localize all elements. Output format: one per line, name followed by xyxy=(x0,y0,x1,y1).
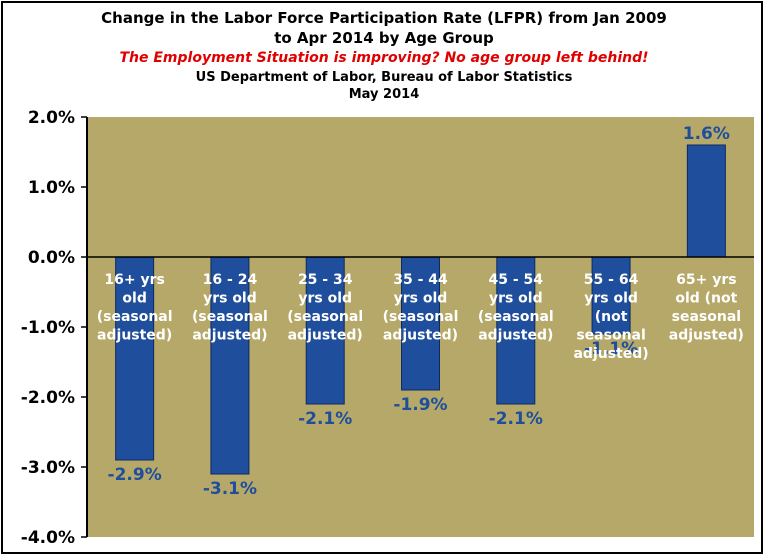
bar xyxy=(686,144,726,258)
y-tick-label: -2.0% xyxy=(21,388,75,408)
data-label: -3.1% xyxy=(203,479,257,499)
category-label: 16 - 24 yrs old (seasonal adjusted) xyxy=(192,272,268,344)
category-label: 55 - 64 yrs old (not seasonal adjusted) xyxy=(573,272,648,362)
category-label: 16+ yrs old (seasonal adjusted) xyxy=(97,272,173,344)
y-tick-label: -4.0% xyxy=(21,528,75,548)
data-label: 1.6% xyxy=(683,124,730,144)
chart-title-line-2: to Apr 2014 by Age Group xyxy=(274,29,494,47)
chart-subtitle: The Employment Situation is improving? N… xyxy=(119,50,649,66)
category-label: 45 - 54 yrs old (seasonal adjusted) xyxy=(478,272,554,344)
category-label: 25 - 34 yrs old (seasonal adjusted) xyxy=(287,272,363,344)
y-tick-label: 1.0% xyxy=(28,178,75,198)
bar xyxy=(401,256,440,391)
y-tick-label: -3.0% xyxy=(21,458,75,478)
category-label: 35 - 44 yrs old (seasonal adjusted) xyxy=(383,272,459,344)
y-tick-label: 2.0% xyxy=(28,108,75,128)
data-label: -2.1% xyxy=(298,409,352,429)
data-label: -1.9% xyxy=(393,395,447,415)
chart-title-line-1: Change in the Labor Force Participation … xyxy=(101,9,667,27)
chart-source-line-2: May 2014 xyxy=(348,87,420,102)
bar xyxy=(115,256,155,461)
data-label: -1.1% xyxy=(584,339,638,359)
bar xyxy=(305,256,345,405)
y-tick-label: -1.0% xyxy=(21,318,75,338)
chart-source-line-1: US Department of Labor, Bureau of Labor … xyxy=(195,70,573,85)
bar xyxy=(210,256,250,475)
bar xyxy=(591,256,631,335)
data-label: -2.9% xyxy=(108,465,162,485)
category-label: 65+ yrs old (not seasonal adjusted) xyxy=(669,272,744,344)
data-label: -2.1% xyxy=(489,409,543,429)
y-tick-label: 0.0% xyxy=(28,248,75,268)
